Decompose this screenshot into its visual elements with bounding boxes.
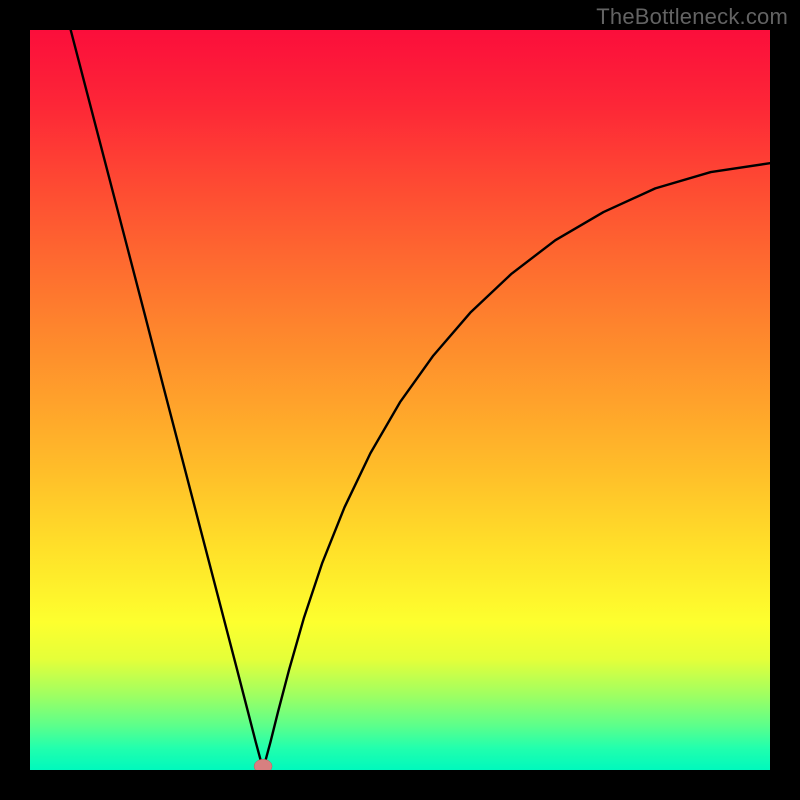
chart-svg bbox=[30, 30, 770, 770]
chart-frame: TheBottleneck.com bbox=[0, 0, 800, 800]
watermark-label: TheBottleneck.com bbox=[596, 4, 788, 30]
chart-background bbox=[30, 30, 770, 770]
plot-area bbox=[30, 30, 770, 770]
